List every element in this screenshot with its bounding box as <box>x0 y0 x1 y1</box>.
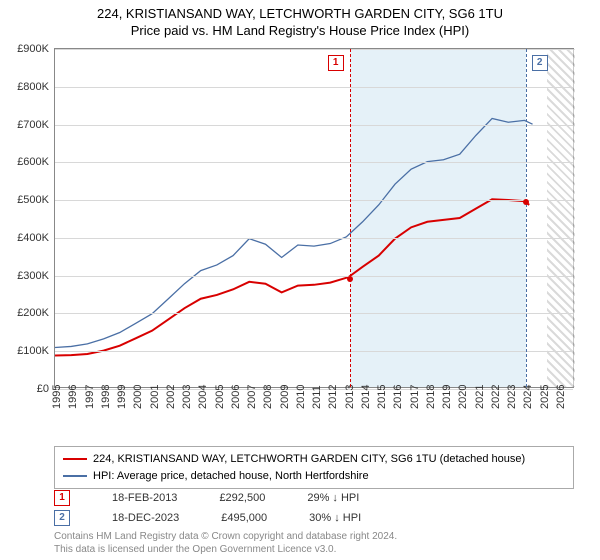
x-axis-label: 2000 <box>132 385 144 409</box>
plot-area: £0£100K£200K£300K£400K£500K£600K£700K£80… <box>54 48 574 388</box>
y-gridline <box>55 49 573 50</box>
x-axis-label: 2010 <box>295 385 307 409</box>
x-axis-label: 2025 <box>539 385 551 409</box>
annotation-row-1: 1 18-FEB-2013 £292,500 29% ↓ HPI <box>54 490 574 506</box>
legend-row-1: 224, KRISTIANSAND WAY, LETCHWORTH GARDEN… <box>63 451 565 468</box>
x-axis-label: 2019 <box>441 385 453 409</box>
x-axis-label: 1996 <box>67 385 79 409</box>
x-axis-label: 2011 <box>311 385 323 409</box>
y-axis-label: £200K <box>17 307 49 319</box>
annotation-marker-1: 1 <box>54 490 70 506</box>
y-gridline <box>55 276 573 277</box>
x-axis-label: 2013 <box>344 385 356 409</box>
y-gridline <box>55 200 573 201</box>
series-dot <box>523 199 529 205</box>
x-axis-label: 2024 <box>522 385 534 409</box>
title-line2: Price paid vs. HM Land Registry's House … <box>0 23 600 40</box>
y-gridline <box>55 238 573 239</box>
annotation-price-2: £495,000 <box>221 512 267 524</box>
x-axis-label: 2017 <box>409 385 421 409</box>
x-axis-label: 2008 <box>262 385 274 409</box>
y-gridline <box>55 351 573 352</box>
series-price_paid <box>55 199 529 355</box>
x-axis-label: 2009 <box>279 385 291 409</box>
legend-swatch-price <box>63 458 87 460</box>
x-axis-label: 2014 <box>360 385 372 409</box>
y-gridline <box>55 125 573 126</box>
y-gridline <box>55 162 573 163</box>
x-axis-label: 2005 <box>214 385 226 409</box>
x-axis-label: 2026 <box>555 385 567 409</box>
y-axis-label: £700K <box>17 119 49 131</box>
x-axis-label: 2015 <box>376 385 388 409</box>
annotation-delta-2: 30% ↓ HPI <box>309 512 361 524</box>
legend-swatch-hpi <box>63 475 87 477</box>
y-axis-label: £300K <box>17 270 49 282</box>
annotation-price-1: £292,500 <box>219 492 265 504</box>
series-dot <box>347 276 353 282</box>
annotation-delta-1: 29% ↓ HPI <box>307 492 359 504</box>
y-gridline <box>55 87 573 88</box>
chart-title: 224, KRISTIANSAND WAY, LETCHWORTH GARDEN… <box>0 0 600 40</box>
x-axis-label: 2006 <box>230 385 242 409</box>
x-axis-label: 2003 <box>181 385 193 409</box>
y-axis-label: £400K <box>17 232 49 244</box>
line-series-svg <box>55 49 573 387</box>
x-axis-label: 2021 <box>474 385 486 409</box>
y-axis-label: £900K <box>17 43 49 55</box>
x-axis-label: 2022 <box>490 385 502 409</box>
x-axis-label: 1999 <box>116 385 128 409</box>
legend-row-2: HPI: Average price, detached house, Nort… <box>63 468 565 485</box>
x-axis-label: 2012 <box>327 385 339 409</box>
y-axis-label: £600K <box>17 156 49 168</box>
footer-line1: Contains HM Land Registry data © Crown c… <box>54 530 574 543</box>
annotation-row-2: 2 18-DEC-2023 £495,000 30% ↓ HPI <box>54 510 574 526</box>
legend-label-price: 224, KRISTIANSAND WAY, LETCHWORTH GARDEN… <box>93 451 525 468</box>
y-axis-label: £100K <box>17 345 49 357</box>
event-vline <box>350 49 351 387</box>
chart-area: £0£100K£200K£300K£400K£500K£600K£700K£80… <box>54 48 574 408</box>
y-axis-label: £0 <box>37 383 49 395</box>
event-vline <box>526 49 527 387</box>
y-axis-label: £800K <box>17 81 49 93</box>
title-line1: 224, KRISTIANSAND WAY, LETCHWORTH GARDEN… <box>0 6 600 23</box>
x-axis-label: 1995 <box>51 385 63 409</box>
x-axis-label: 2016 <box>392 385 404 409</box>
x-axis-label: 2004 <box>197 385 209 409</box>
annotation-date-1: 18-FEB-2013 <box>112 492 177 504</box>
x-axis-label: 2002 <box>165 385 177 409</box>
annotation-marker-2: 2 <box>54 510 70 526</box>
footer: Contains HM Land Registry data © Crown c… <box>54 530 574 556</box>
event-marker: 2 <box>532 55 548 71</box>
footer-line2: This data is licensed under the Open Gov… <box>54 543 574 556</box>
y-axis-label: £500K <box>17 194 49 206</box>
x-axis-label: 1998 <box>100 385 112 409</box>
x-axis-label: 2023 <box>506 385 518 409</box>
legend-label-hpi: HPI: Average price, detached house, Nort… <box>93 468 369 485</box>
annotation-date-2: 18-DEC-2023 <box>112 512 179 524</box>
x-axis-label: 1997 <box>84 385 96 409</box>
event-marker: 1 <box>328 55 344 71</box>
x-axis-label: 2020 <box>457 385 469 409</box>
x-axis-label: 2001 <box>149 385 161 409</box>
x-axis-label: 2007 <box>246 385 258 409</box>
y-gridline <box>55 313 573 314</box>
legend: 224, KRISTIANSAND WAY, LETCHWORTH GARDEN… <box>54 446 574 489</box>
x-axis-label: 2018 <box>425 385 437 409</box>
